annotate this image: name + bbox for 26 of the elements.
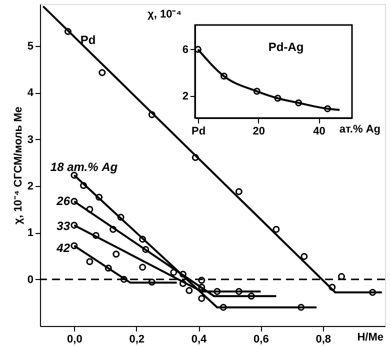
x-axis-title: H/Me: [357, 332, 384, 344]
x-axis-title: ат.% Ag: [339, 124, 380, 136]
annotation: 42: [56, 241, 70, 255]
x-tick-label: 20: [252, 126, 266, 138]
x-tick-label: 0,0: [67, 334, 82, 346]
x-tick-label: 0,4: [191, 334, 208, 346]
y-tick-label: 6: [182, 44, 188, 56]
annotation: 33: [56, 219, 70, 233]
y-tick-label: 2: [27, 180, 34, 192]
x-tick-label: Pd: [191, 126, 206, 138]
y-axis-title: χ, 10⁻⁴: [148, 8, 182, 20]
annotation: Pd: [80, 33, 96, 47]
y-tick-label: 1: [27, 227, 34, 240]
annotation: 18 ат.% Ag: [50, 160, 118, 174]
x-tick-label: 0,6: [254, 334, 269, 346]
y-tick-label: 5: [27, 40, 34, 52]
x-tick-label: 0,8: [316, 334, 331, 346]
y-tick-label: 0: [27, 274, 34, 286]
y-tick-label: 3: [27, 134, 34, 146]
annotation: 26: [56, 194, 70, 208]
x-tick-label: 40: [313, 126, 326, 138]
annotation: Pd-Ag: [268, 40, 304, 54]
y-tick-label: 4: [27, 87, 34, 100]
y-axis-title: χ, 10⁻⁴ СГСМ/моль Me: [12, 106, 24, 224]
x-tick-label: 0,2: [129, 334, 144, 346]
y-tick-label: 2: [182, 90, 188, 102]
